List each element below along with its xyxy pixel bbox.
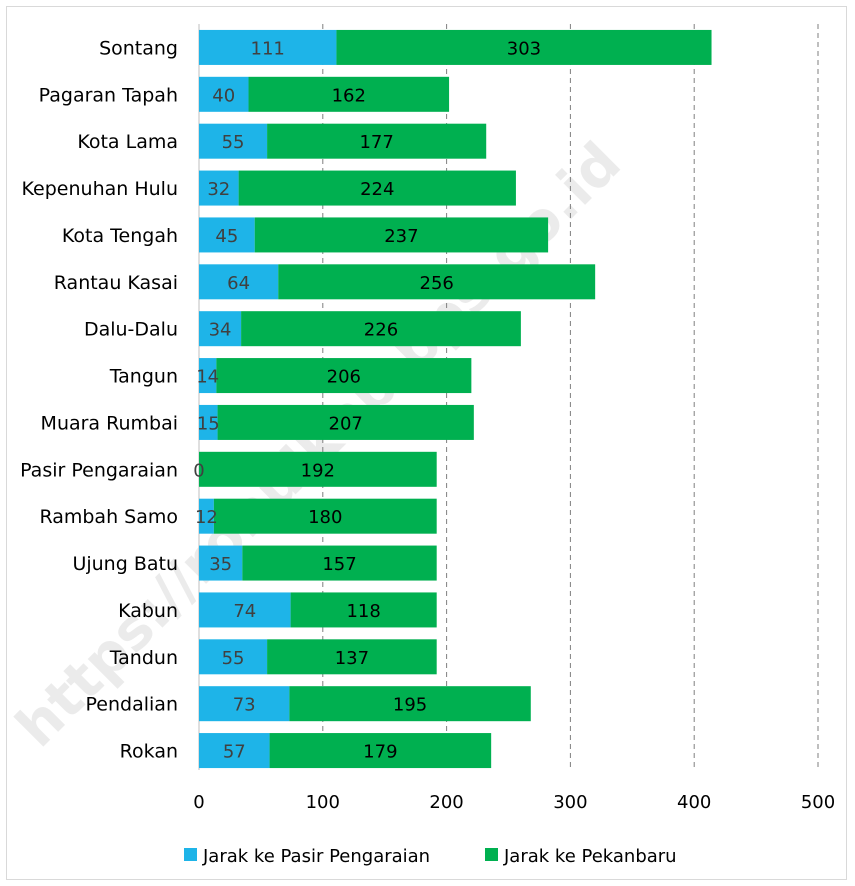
data-label-series-1: 0	[193, 460, 204, 481]
data-label-series-1: 57	[223, 742, 246, 763]
bar-series-2	[290, 592, 437, 628]
data-label-series-1: 55	[222, 648, 245, 669]
legend-swatch-series-1	[184, 848, 197, 861]
bar-series-2	[267, 639, 437, 675]
bar-series-2	[242, 545, 437, 581]
category-label: Ujung Batu	[72, 553, 178, 575]
bar-series-1	[199, 733, 270, 769]
bar-series-2	[217, 404, 474, 440]
bar-series-2	[254, 217, 549, 253]
bar-series-1	[199, 358, 217, 394]
x-tick-label: 0	[193, 792, 204, 813]
category-label: Tangun	[109, 366, 178, 388]
bar-series-1	[199, 686, 290, 722]
bar-series-2	[199, 451, 437, 487]
legend: Jarak ke Pasir Pengaraian Jarak ke Pekan…	[184, 846, 677, 867]
data-label-series-1: 111	[251, 38, 285, 59]
category-labels: Sontang Pagaran Tapah Kota Lama Kepenuhan H…	[20, 37, 178, 762]
category-label: Kota Lama	[77, 131, 178, 153]
data-label-series-1: 74	[233, 601, 256, 622]
data-label-series-2: 118	[346, 601, 380, 622]
bar-series-2	[248, 76, 450, 112]
bars	[199, 29, 712, 769]
data-label-series-1: 55	[222, 132, 245, 153]
data-label-series-1: 32	[207, 179, 230, 200]
data-labels: 111 303 40 162 55 177 32 224 45 237 64 256 34 226 14 20…	[193, 38, 541, 762]
bar-series-1	[199, 404, 218, 440]
data-label-series-1: 15	[197, 413, 220, 434]
bar-series-2	[269, 733, 492, 769]
category-label: Kota Tengah	[62, 225, 178, 247]
data-label-series-1: 14	[196, 367, 219, 388]
x-axis-ticks: 0 100 200 300 400 500	[193, 792, 835, 813]
data-label-series-2: 206	[327, 367, 361, 388]
x-tick-label: 400	[677, 792, 711, 813]
data-label-series-2: 157	[322, 554, 356, 575]
category-label: Pendalian	[86, 694, 178, 716]
x-tick-label: 100	[306, 792, 340, 813]
legend-label-series-1: Jarak ke Pasir Pengaraian	[202, 846, 430, 867]
bar-series-1	[199, 311, 242, 347]
bar-series-2	[213, 498, 437, 534]
category-label: Rambah Samo	[39, 506, 178, 528]
bar-series-1	[199, 123, 268, 159]
x-tick-label: 500	[801, 792, 835, 813]
bar-series-1	[199, 29, 337, 65]
category-label: Kabun	[118, 600, 178, 622]
data-label-series-2: 256	[420, 273, 454, 294]
category-label: Rokan	[120, 741, 178, 763]
category-label: Muara Rumbai	[41, 412, 178, 434]
bar-series-2	[267, 123, 487, 159]
data-label-series-1: 40	[212, 85, 235, 106]
data-label-series-2: 180	[308, 507, 342, 528]
category-label: Pasir Pengaraian	[20, 459, 178, 481]
data-label-series-1: 73	[233, 695, 256, 716]
category-label: Kepenuhan Hulu	[22, 178, 178, 200]
data-label-series-2: 137	[335, 648, 369, 669]
category-label: Tandun	[109, 647, 178, 669]
bar-series-1	[199, 170, 239, 206]
bar-series-1	[199, 545, 243, 581]
category-label: Pagaran Tapah	[39, 84, 178, 106]
data-label-series-2: 162	[332, 85, 366, 106]
category-label: Dalu-Dalu	[84, 319, 178, 341]
bar-series-2	[241, 311, 521, 347]
bar-series-2	[289, 686, 531, 722]
category-label: Sontang	[99, 37, 178, 59]
bar-series-2	[238, 170, 516, 206]
data-label-series-1: 35	[209, 554, 232, 575]
bar-series-1	[199, 639, 268, 675]
data-label-series-1: 64	[227, 273, 250, 294]
bar-series-1	[199, 264, 279, 300]
data-label-series-1: 12	[195, 507, 218, 528]
legend-swatch-series-2	[485, 848, 498, 861]
data-label-series-1: 34	[209, 320, 232, 341]
bar-series-1	[199, 217, 255, 253]
data-label-series-2: 207	[329, 413, 363, 434]
data-label-series-1: 45	[215, 226, 238, 247]
data-label-series-2: 195	[393, 695, 427, 716]
data-label-series-2: 237	[384, 226, 418, 247]
data-label-series-2: 179	[363, 742, 397, 763]
bar-series-1	[199, 592, 291, 628]
x-tick-label: 300	[553, 792, 587, 813]
bar-series-1	[199, 498, 214, 534]
bar-series-2	[216, 358, 472, 394]
legend-label-series-2: Jarak ke Pekanbaru	[503, 846, 677, 867]
bar-series-1	[199, 76, 249, 112]
data-label-series-2: 226	[364, 320, 398, 341]
data-label-series-2: 224	[360, 179, 394, 200]
x-tick-label: 200	[429, 792, 463, 813]
data-label-series-2: 192	[301, 460, 335, 481]
data-label-series-2: 177	[359, 132, 393, 153]
category-label: Rantau Kasai	[54, 272, 178, 294]
bar-series-2	[336, 29, 712, 65]
data-label-series-2: 303	[507, 38, 541, 59]
bar-series-2	[278, 264, 596, 300]
